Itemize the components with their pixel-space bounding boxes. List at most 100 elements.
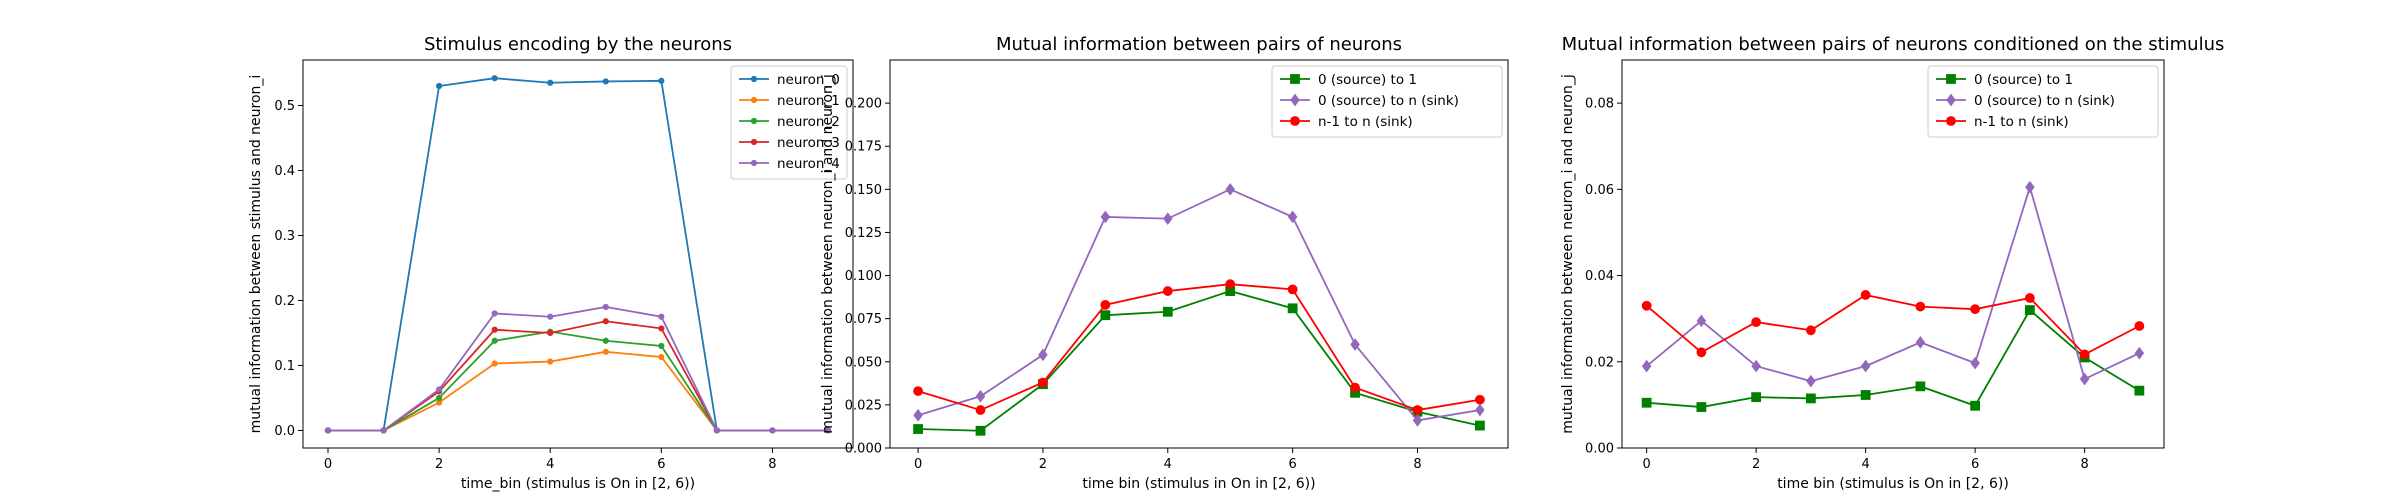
y-tick-label: 0.100 — [845, 269, 882, 284]
legend-label: neuron_3 — [777, 135, 840, 151]
data-point — [975, 389, 986, 403]
series-1 — [913, 286, 1485, 436]
data-point — [1915, 301, 1926, 312]
x-tick-label: 2 — [1752, 457, 1760, 472]
y-axis-label: mutual information between neuron_i and … — [1560, 74, 1576, 434]
y-axis-label: mutual information between neuron_i and … — [820, 74, 836, 434]
y-tick-label: 0.025 — [845, 398, 882, 413]
y-tick-label: 0.0 — [274, 424, 295, 439]
chart-panel-2: Mutual information between pairs of neur… — [820, 34, 1509, 492]
data-point — [1805, 325, 1816, 336]
data-point — [2025, 180, 2035, 194]
data-point — [2024, 293, 2035, 303]
data-point — [1641, 300, 1652, 311]
data-point — [713, 427, 720, 434]
x-tick-label: 0 — [324, 457, 332, 472]
y-tick-label: 0.5 — [274, 99, 295, 114]
series-3 — [913, 279, 1485, 415]
series-line — [328, 306, 828, 432]
data-point — [491, 337, 498, 344]
data-point — [975, 405, 986, 415]
data-point — [602, 337, 609, 344]
data-point — [2079, 372, 2090, 386]
legend-label: 0 (source) to 1 — [1974, 72, 2073, 88]
data-point — [658, 353, 665, 361]
data-point — [436, 82, 443, 90]
x-tick-label: 4 — [1861, 457, 1869, 472]
data-point — [2024, 305, 2035, 315]
y-tick-label: 0.075 — [845, 312, 882, 327]
plot-frame — [302, 59, 854, 449]
series-line — [918, 290, 1481, 432]
legend-marker — [1290, 116, 1300, 126]
data-point — [1287, 210, 1298, 224]
data-point — [2134, 321, 2145, 331]
data-point — [824, 427, 832, 434]
data-point — [1475, 394, 1485, 405]
y-tick-label: 0.2 — [274, 294, 295, 309]
data-point — [547, 79, 554, 86]
chart-panel-3: Mutual information between pairs of neur… — [1560, 34, 2224, 492]
x-tick-label: 8 — [2080, 457, 2088, 472]
data-point — [1162, 286, 1173, 296]
data-point — [1806, 374, 1816, 388]
data-point — [1475, 420, 1485, 431]
data-point — [1970, 400, 1981, 411]
legend-marker — [750, 75, 758, 83]
data-point — [1696, 402, 1707, 412]
legend-marker — [750, 159, 758, 167]
data-point — [602, 78, 609, 85]
data-point — [491, 75, 498, 82]
data-point — [1163, 212, 1173, 225]
data-point — [913, 386, 923, 396]
series-5 — [324, 303, 832, 434]
data-point — [1100, 310, 1111, 321]
y-tick-label: 0.08 — [1585, 97, 1614, 112]
data-point — [1696, 347, 1707, 358]
data-point — [1100, 210, 1111, 224]
data-point — [658, 325, 665, 332]
data-point — [602, 318, 609, 325]
y-tick-label: 0.4 — [274, 164, 295, 179]
x-tick-label: 0 — [914, 457, 922, 472]
data-point — [1100, 299, 1111, 310]
data-point — [602, 348, 609, 355]
data-point — [1751, 317, 1762, 328]
data-point — [1287, 303, 1298, 314]
data-point — [2134, 346, 2145, 360]
x-tick-label: 8 — [768, 457, 776, 472]
data-point — [2134, 385, 2145, 396]
y-tick-label: 0.050 — [845, 355, 882, 370]
chart-title: Mutual information between pairs of neur… — [1562, 34, 2225, 55]
series-line — [1646, 293, 2140, 356]
data-point — [1412, 414, 1423, 427]
data-point — [491, 310, 498, 317]
legend-label: n-1 to n (sink) — [1318, 114, 1413, 130]
plot-frame — [889, 59, 1509, 449]
y-tick-label: 0.00 — [1585, 442, 1614, 457]
legend-marker — [750, 96, 758, 104]
data-point — [1475, 403, 1485, 417]
data-point — [1038, 377, 1048, 388]
series-line — [328, 320, 828, 432]
legend: neuron_0 neuron_1 neuron_2 neuron_3 neuron_4 — [730, 65, 848, 180]
x-tick-label: 8 — [1413, 457, 1421, 472]
data-point — [1860, 359, 1871, 373]
data-point — [1915, 381, 1926, 392]
data-point — [547, 358, 554, 365]
series-line — [917, 188, 1481, 422]
x-tick-label: 6 — [657, 457, 665, 472]
legend-marker — [750, 117, 758, 125]
legend-box — [1271, 65, 1503, 138]
data-point — [2079, 349, 2090, 360]
x-axis-label: time bin (stimulus in On in [2, 6)) — [1082, 476, 1315, 492]
data-point — [1805, 393, 1816, 404]
data-point — [658, 313, 665, 320]
x-tick-label: 6 — [1288, 457, 1296, 472]
data-point — [547, 329, 554, 337]
data-point — [436, 386, 443, 393]
legend-label: 0 (source) to n (sink) — [1974, 93, 2115, 109]
chart-panel-1: Stimulus encoding by the neurons time_bin… — [248, 34, 854, 492]
x-tick-label: 2 — [1039, 457, 1047, 472]
